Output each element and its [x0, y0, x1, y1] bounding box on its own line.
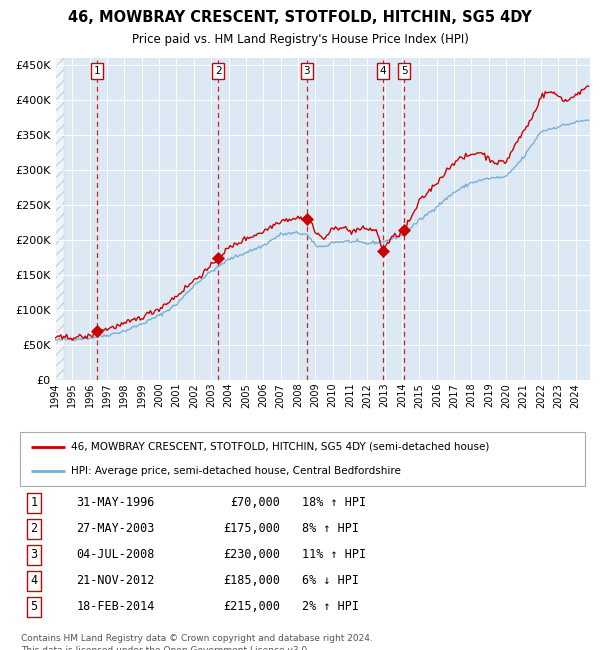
- Text: £70,000: £70,000: [230, 497, 280, 510]
- Text: 11% ↑ HPI: 11% ↑ HPI: [302, 549, 367, 562]
- FancyBboxPatch shape: [20, 432, 585, 486]
- Text: 2: 2: [31, 523, 38, 536]
- Text: 2: 2: [215, 66, 221, 76]
- Text: 5: 5: [31, 601, 38, 614]
- Text: This data is licensed under the Open Government Licence v3.0.: This data is licensed under the Open Gov…: [21, 646, 310, 650]
- Text: £185,000: £185,000: [223, 575, 280, 588]
- Text: 5: 5: [401, 66, 407, 76]
- Text: HPI: Average price, semi-detached house, Central Bedfordshire: HPI: Average price, semi-detached house,…: [71, 467, 401, 476]
- Text: £215,000: £215,000: [223, 601, 280, 614]
- Text: 1: 1: [31, 497, 38, 510]
- Text: 21-NOV-2012: 21-NOV-2012: [77, 575, 155, 588]
- Text: 3: 3: [31, 549, 38, 562]
- Text: Price paid vs. HM Land Registry's House Price Index (HPI): Price paid vs. HM Land Registry's House …: [131, 34, 469, 47]
- Text: Contains HM Land Registry data © Crown copyright and database right 2024.: Contains HM Land Registry data © Crown c…: [21, 634, 373, 643]
- Text: 04-JUL-2008: 04-JUL-2008: [77, 549, 155, 562]
- Text: 6% ↓ HPI: 6% ↓ HPI: [302, 575, 359, 588]
- Text: £175,000: £175,000: [223, 523, 280, 536]
- Text: 8% ↑ HPI: 8% ↑ HPI: [302, 523, 359, 536]
- Text: 4: 4: [379, 66, 386, 76]
- Text: 46, MOWBRAY CRESCENT, STOTFOLD, HITCHIN, SG5 4DY (semi-detached house): 46, MOWBRAY CRESCENT, STOTFOLD, HITCHIN,…: [71, 441, 489, 452]
- Text: 27-MAY-2003: 27-MAY-2003: [77, 523, 155, 536]
- Text: 1: 1: [94, 66, 100, 76]
- Text: 2% ↑ HPI: 2% ↑ HPI: [302, 601, 359, 614]
- Text: 31-MAY-1996: 31-MAY-1996: [77, 497, 155, 510]
- Text: 18-FEB-2014: 18-FEB-2014: [77, 601, 155, 614]
- Text: 46, MOWBRAY CRESCENT, STOTFOLD, HITCHIN, SG5 4DY: 46, MOWBRAY CRESCENT, STOTFOLD, HITCHIN,…: [68, 10, 532, 25]
- Text: £230,000: £230,000: [223, 549, 280, 562]
- Text: 3: 3: [304, 66, 310, 76]
- Text: 4: 4: [31, 575, 38, 588]
- Text: 18% ↑ HPI: 18% ↑ HPI: [302, 497, 367, 510]
